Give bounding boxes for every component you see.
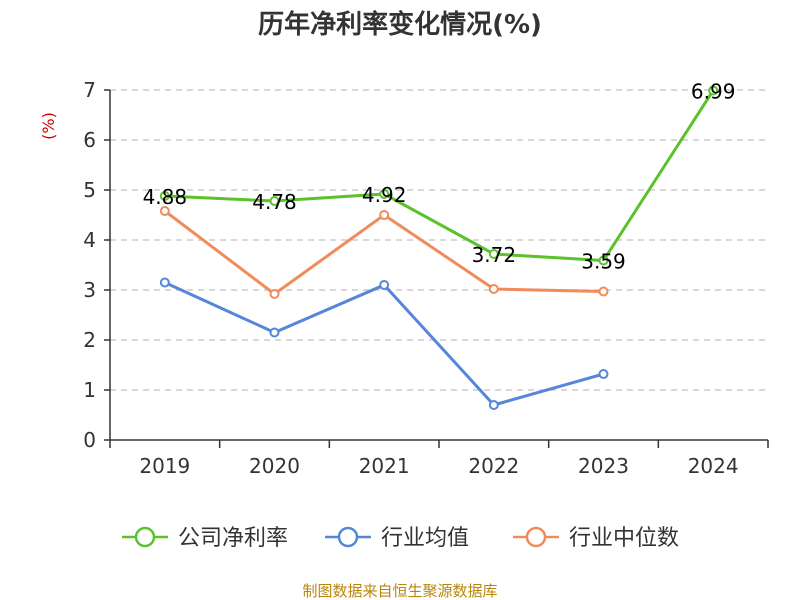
data-label: 3.72 bbox=[472, 243, 517, 267]
series-point-0 bbox=[159, 191, 170, 201]
series-point-2 bbox=[269, 289, 280, 299]
y-tick-label: 0 bbox=[83, 428, 96, 452]
series-point-2 bbox=[488, 284, 499, 294]
series-point-1 bbox=[379, 280, 390, 290]
series-point-1 bbox=[159, 277, 170, 288]
legend-item-label: 公司净利率 bbox=[178, 526, 288, 551]
legend: 公司净利率 行业均值 行业中位数 bbox=[122, 526, 679, 551]
x-tick-label: 2021 bbox=[359, 454, 410, 478]
chart-title: 历年净利率变化情况(%) bbox=[258, 9, 542, 40]
series-point-2 bbox=[379, 210, 390, 220]
data-label: 4.88 bbox=[143, 185, 188, 209]
series-point-1 bbox=[488, 400, 499, 410]
x-tick-label: 2024 bbox=[688, 454, 739, 478]
series-point-0 bbox=[488, 249, 499, 259]
y-axis-unit-label: (%) bbox=[39, 112, 58, 140]
series-point-2 bbox=[159, 206, 170, 216]
series-point-0 bbox=[269, 196, 280, 206]
data-label: 6.99 bbox=[691, 80, 736, 104]
axes: 0 1 2 3 4 5 6 7 2019 2020 2021 2022 2023 2024 bbox=[83, 78, 769, 478]
legend-swatch-marker bbox=[525, 526, 547, 548]
y-tick-label: 4 bbox=[83, 228, 96, 252]
series-point-1 bbox=[598, 369, 609, 379]
y-tick-label: 6 bbox=[83, 128, 96, 152]
series-point-0 bbox=[598, 255, 609, 266]
x-tick-label: 2019 bbox=[139, 454, 190, 478]
series-line-1 bbox=[163, 281, 605, 407]
series-line-0 bbox=[163, 89, 715, 262]
legend-item-label: 行业均值 bbox=[381, 526, 469, 551]
data-label: 4.92 bbox=[362, 183, 407, 207]
legend-swatch-marker bbox=[337, 526, 359, 548]
legend-swatch-marker bbox=[134, 526, 156, 548]
data-labels: 4.88 4.78 4.92 3.72 3.59 6.99 bbox=[143, 80, 736, 274]
y-tick-label: 2 bbox=[83, 328, 96, 352]
series-point-0 bbox=[379, 189, 390, 199]
x-tick-label: 2020 bbox=[249, 454, 300, 478]
series-point-1 bbox=[269, 327, 280, 338]
legend-item-label: 行业中位数 bbox=[569, 526, 679, 551]
x-tick-label: 2022 bbox=[468, 454, 519, 478]
series-point-2 bbox=[598, 286, 609, 297]
y-tick-label: 5 bbox=[83, 178, 96, 202]
y-tick-label: 3 bbox=[83, 278, 96, 302]
x-tick-label: 2023 bbox=[578, 454, 629, 478]
source-note: 制图数据来自恒生聚源数据库 bbox=[302, 582, 497, 600]
series-point-0 bbox=[708, 85, 719, 96]
data-label: 4.78 bbox=[252, 190, 297, 214]
series-lines bbox=[159, 85, 719, 410]
data-label: 3.59 bbox=[581, 250, 626, 274]
y-tick-label: 7 bbox=[83, 78, 96, 102]
y-tick-label: 1 bbox=[83, 378, 96, 402]
